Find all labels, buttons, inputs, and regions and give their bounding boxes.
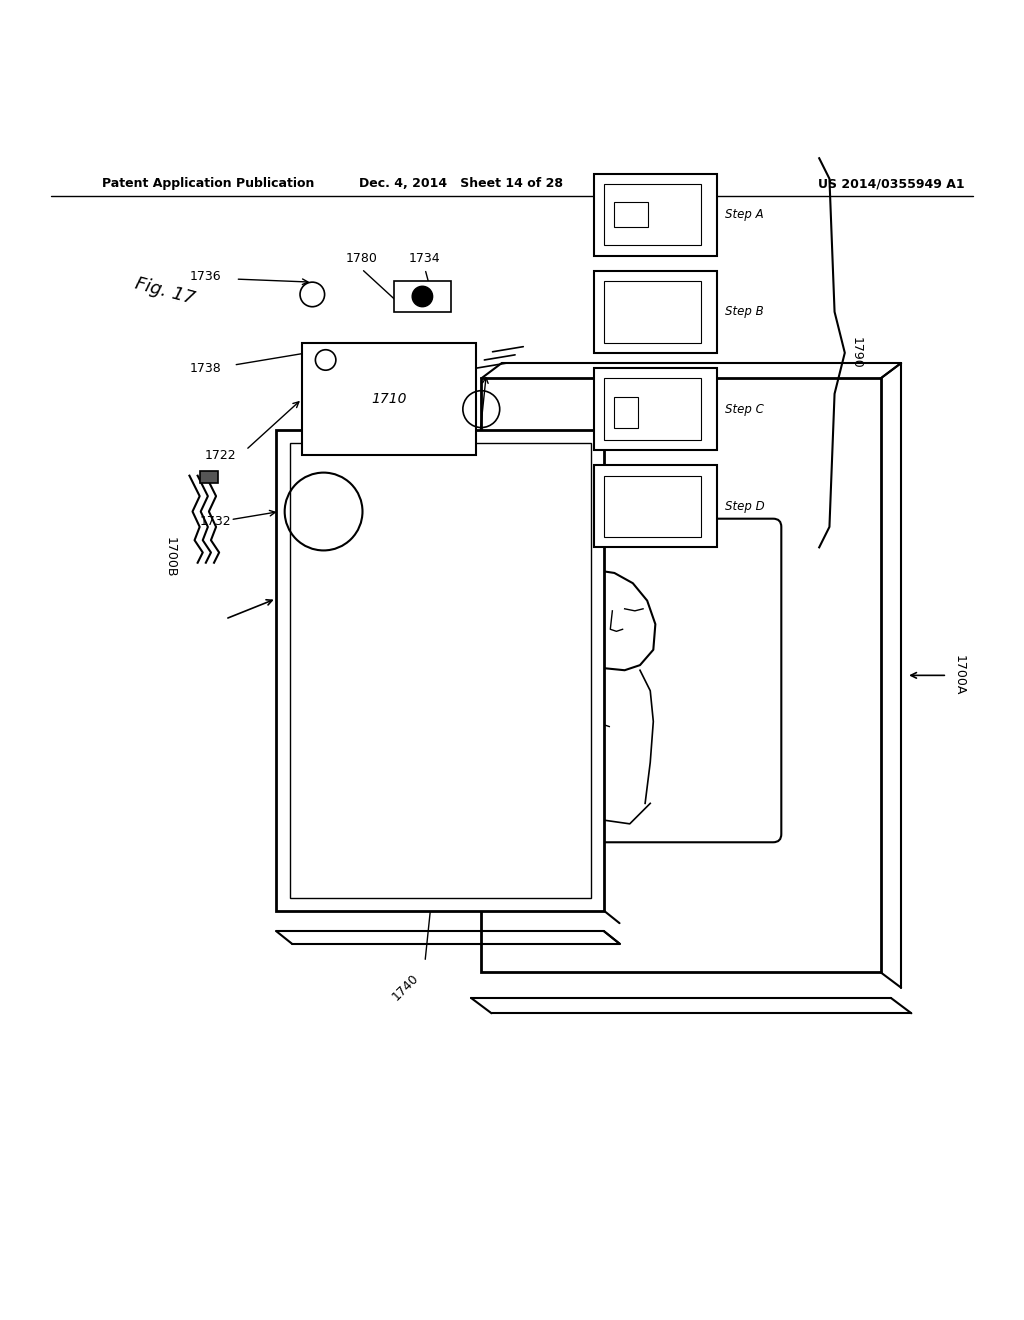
Text: 1742: 1742 [434,418,466,430]
Text: Step C: Step C [725,403,764,416]
Text: 1700A: 1700A [952,655,966,696]
FancyBboxPatch shape [594,271,717,352]
Text: 1738: 1738 [189,362,221,375]
Text: Step D: Step D [725,500,765,513]
FancyBboxPatch shape [613,202,648,227]
FancyBboxPatch shape [394,281,451,312]
FancyBboxPatch shape [604,379,701,440]
FancyBboxPatch shape [613,397,638,428]
Text: 1734: 1734 [410,252,440,265]
Text: Step B: Step B [725,305,764,318]
FancyBboxPatch shape [594,368,717,450]
Circle shape [412,286,433,306]
FancyBboxPatch shape [290,444,591,898]
Text: 1780: 1780 [345,252,378,265]
FancyBboxPatch shape [604,475,701,537]
Text: 1736: 1736 [189,269,221,282]
Text: Dec. 4, 2014   Sheet 14 of 28: Dec. 4, 2014 Sheet 14 of 28 [358,177,563,190]
Text: US 2014/0355949 A1: US 2014/0355949 A1 [817,177,965,190]
Text: 1730: 1730 [534,543,565,556]
Text: 1732: 1732 [200,515,231,528]
Text: 1740: 1740 [389,972,421,1003]
Text: 1722: 1722 [205,449,237,462]
Text: Step A: Step A [725,209,764,220]
FancyBboxPatch shape [594,466,717,548]
FancyBboxPatch shape [276,429,604,911]
Text: 1710: 1710 [372,392,407,405]
Text: Fig. 17: Fig. 17 [133,275,197,308]
FancyBboxPatch shape [594,174,717,256]
FancyBboxPatch shape [540,519,781,842]
Text: 1700B: 1700B [164,537,177,578]
FancyBboxPatch shape [200,470,218,483]
FancyBboxPatch shape [302,343,476,455]
Text: Patent Application Publication: Patent Application Publication [102,177,314,190]
FancyBboxPatch shape [481,379,881,973]
FancyBboxPatch shape [604,281,701,343]
FancyBboxPatch shape [604,183,701,246]
Text: 1790: 1790 [850,337,863,368]
